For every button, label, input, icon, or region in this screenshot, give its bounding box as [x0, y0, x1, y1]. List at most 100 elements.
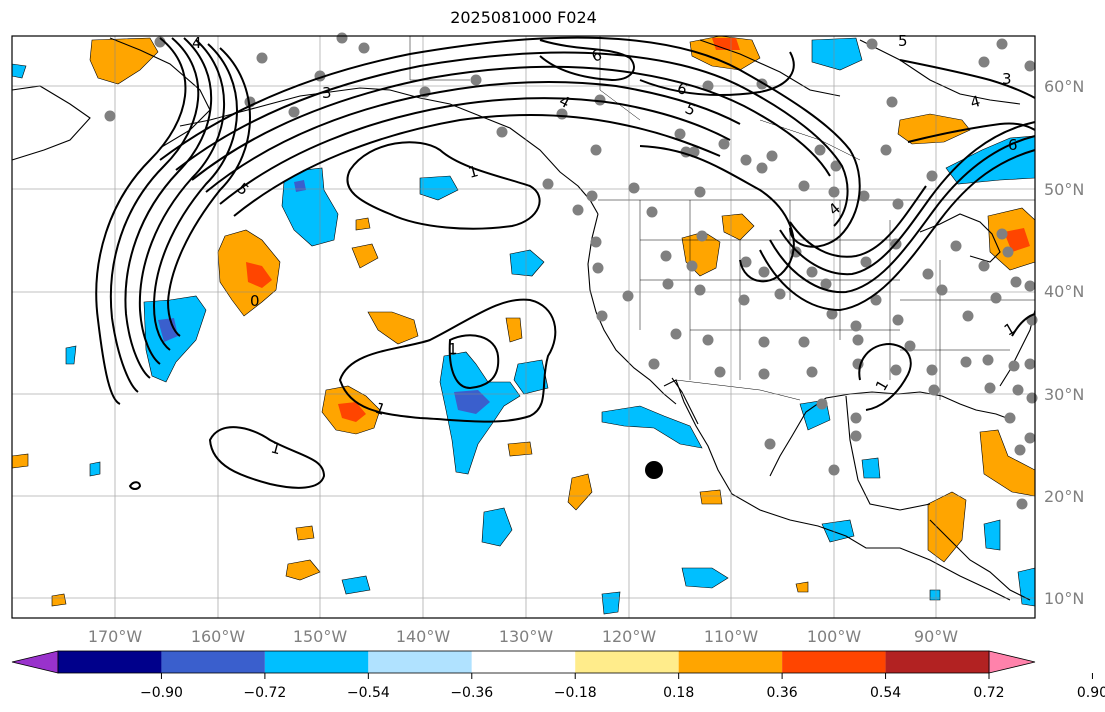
colorbar-segment	[575, 651, 679, 673]
lat-label: 50°N	[1044, 180, 1084, 199]
station-dot	[714, 366, 726, 378]
contour-label: 1	[466, 162, 480, 182]
station-dot	[702, 334, 714, 346]
colorbar	[11, 650, 1036, 674]
fill-orange	[505, 317, 523, 343]
colorbar-max-extend	[988, 650, 1036, 674]
fill-orange	[355, 217, 371, 231]
station-dot	[880, 144, 892, 156]
station-dot	[870, 294, 882, 306]
station-dot	[758, 368, 770, 380]
station-dot	[358, 42, 370, 54]
fill-orange	[351, 243, 379, 269]
longitude-labels: 170°W 160°W 150°W 140°W 130°W 120°W 110°…	[88, 627, 958, 646]
station-dot	[928, 384, 940, 396]
station-dot	[1004, 412, 1016, 424]
station-dot	[740, 256, 752, 268]
fill-cyan	[143, 295, 207, 383]
colorbar-segment	[471, 651, 576, 673]
fill-cyan	[811, 37, 863, 71]
station-dot	[984, 382, 996, 394]
station-dot	[686, 260, 698, 272]
contour-label: 1	[448, 340, 458, 358]
station-dot	[978, 56, 990, 68]
colorbar-ticks: −0.90 −0.72 −0.54 −0.36 −0.18 0.18 0.36 0.54 0.7…	[140, 673, 1105, 701]
contour-label: 4	[968, 92, 982, 112]
station-dot	[814, 144, 826, 156]
lon-label: 170°W	[88, 627, 143, 646]
station-dot	[662, 278, 674, 290]
contour-label: 3	[1002, 70, 1012, 88]
station-dot	[572, 204, 584, 216]
station-dot	[926, 364, 938, 376]
map-title: 2025081000 F024	[450, 8, 597, 27]
fill-orange	[89, 37, 159, 85]
station-dot	[288, 106, 300, 118]
station-dot	[592, 262, 604, 274]
station-dot	[860, 256, 872, 268]
fill-blue	[158, 318, 178, 342]
station-dot	[696, 230, 708, 242]
station-dot	[858, 190, 870, 202]
station-dot	[806, 266, 818, 278]
lon-label: 130°W	[499, 627, 554, 646]
station-dot	[590, 144, 602, 156]
fill-cyan	[509, 249, 545, 277]
fill-red	[246, 262, 272, 288]
station-dot	[1014, 444, 1026, 456]
fill-cyan	[601, 405, 703, 449]
fill-red	[712, 38, 740, 50]
fill-orange	[295, 525, 315, 541]
colorbar-tick-label: −0.72	[243, 685, 286, 701]
colorbar-tick-label: 0.54	[870, 685, 901, 701]
lon-label: 150°W	[293, 627, 348, 646]
station-dot	[990, 292, 1002, 304]
station-dot	[594, 94, 606, 106]
colorbar-tick-label: 0.36	[767, 685, 798, 701]
colorbar-tick-label: −0.90	[140, 685, 183, 701]
lon-label: 160°W	[191, 627, 246, 646]
contour-label: 5	[898, 32, 908, 50]
station-dot	[660, 250, 672, 262]
colorbar-tick-label: 0.72	[973, 685, 1004, 701]
station-dot	[646, 206, 658, 218]
lon-label: 90°W	[914, 627, 958, 646]
station-dot	[828, 186, 840, 198]
station-dot	[470, 74, 482, 86]
fill-orange	[897, 113, 971, 145]
contour-label: 3	[322, 84, 332, 102]
fill-cyan	[929, 589, 941, 601]
fill-cyan	[861, 457, 881, 479]
station-dot	[702, 80, 714, 92]
lon-label: 140°W	[396, 627, 451, 646]
station-dot	[1026, 392, 1038, 404]
political-borders	[409, 36, 1035, 401]
colorbar-segment	[678, 651, 783, 673]
station-dot	[648, 358, 660, 370]
station-dot	[798, 180, 810, 192]
colorbar-segment	[885, 651, 989, 673]
station-dot	[826, 308, 838, 320]
station-dot	[766, 150, 778, 162]
fill-orange	[689, 35, 761, 71]
station-dot	[960, 356, 972, 368]
contour-label: 6	[1008, 136, 1018, 154]
station-dot	[496, 126, 508, 138]
station-dot	[694, 284, 706, 296]
fill-cyan	[341, 575, 371, 595]
fill-red	[338, 402, 366, 422]
station-dot	[1024, 60, 1036, 72]
latitude-labels: 60°N 50°N 40°N 30°N 20°N 10°N	[1044, 77, 1084, 608]
station-dot	[936, 284, 948, 296]
fill-orange	[51, 593, 67, 607]
anomaly-fills	[11, 35, 1036, 615]
fill-orange	[721, 213, 755, 241]
fill-cyan	[89, 461, 101, 477]
station-dot	[850, 430, 862, 442]
station-dot	[694, 186, 706, 198]
fill-orange	[795, 581, 809, 593]
station-dot	[104, 110, 116, 122]
colorbar-segment	[58, 651, 162, 673]
station-dot	[962, 310, 974, 322]
fill-orange	[367, 311, 419, 345]
